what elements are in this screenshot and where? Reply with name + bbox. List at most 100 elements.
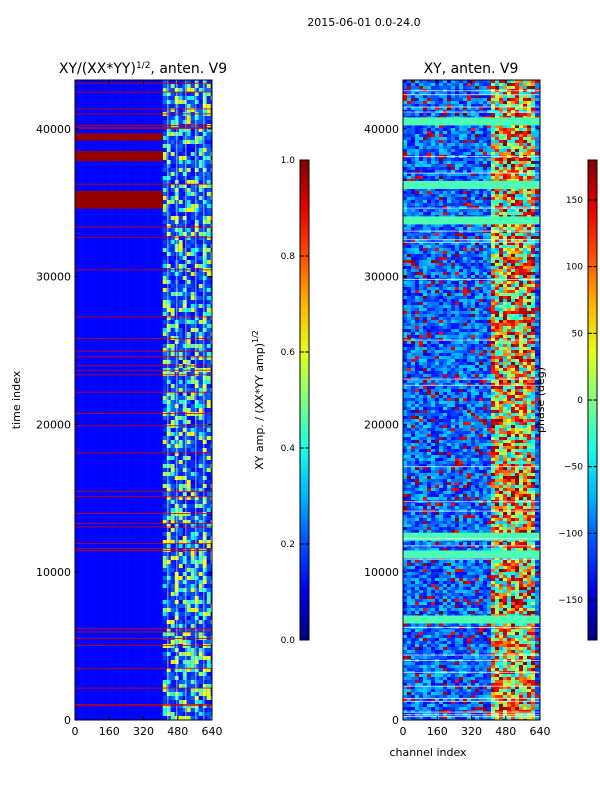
heatmap-cell (207, 680, 211, 684)
heatmap-cell (527, 293, 531, 296)
heatmap-cell (199, 220, 203, 224)
heatmap-cell (207, 608, 211, 612)
heatmap-cell (451, 113, 455, 116)
heatmap-cell (415, 281, 419, 284)
heatmap-cell (419, 134, 423, 137)
heatmap-cell (191, 144, 195, 148)
heatmap-cell (439, 245, 443, 248)
heatmap-cell (207, 660, 211, 664)
heatmap-cell (435, 146, 439, 149)
heatmap-cell (515, 200, 519, 203)
heatmap-cell (191, 676, 195, 680)
heatmap-cell (179, 436, 183, 440)
heatmap-cell (471, 254, 475, 257)
heatmap-cell (419, 287, 423, 290)
right-heatmap[interactable] (403, 80, 543, 722)
heatmap-cell (431, 227, 435, 230)
heatmap-cell (515, 266, 519, 269)
heatmap-cell (531, 260, 535, 263)
heatmap-cell (419, 248, 423, 251)
heatmap-cell (507, 164, 511, 167)
heatmap-cell (423, 128, 427, 131)
heatmap-cell (427, 311, 431, 314)
heatmap-cell (419, 113, 423, 116)
heatmap-cell (415, 311, 419, 314)
heatmap-texture-column (91, 80, 92, 720)
heatmap-cell (403, 170, 407, 173)
heatmap-cell (199, 716, 203, 720)
heatmap-cell (431, 269, 435, 272)
heatmap-cell (163, 576, 167, 580)
heatmap-cell (431, 290, 435, 293)
heatmap-cell (171, 404, 175, 408)
heatmap-cell (211, 580, 215, 584)
heatmap-cell (495, 146, 499, 149)
left-heatmap[interactable] (75, 80, 215, 720)
heatmap-cell (459, 272, 463, 275)
heatmap-texture-column (119, 80, 120, 720)
heatmap-cell (491, 200, 495, 203)
heatmap-cell (179, 300, 183, 304)
heatmap-cell (511, 134, 515, 137)
heatmap-cell (199, 104, 203, 108)
heatmap-cell (499, 194, 503, 197)
heatmap-cell (211, 104, 215, 108)
heatmap-cell (467, 311, 471, 314)
heatmap-cell (523, 260, 527, 263)
heatmap-cell (423, 257, 427, 260)
heatmap-cell (187, 120, 191, 124)
heatmap-cell (427, 95, 431, 98)
heatmap-cell (407, 224, 411, 227)
heatmap-cell (511, 170, 515, 173)
heatmap-cell (191, 464, 195, 468)
heatmap-cell (479, 149, 483, 152)
heatmap-cell (479, 161, 483, 164)
heatmap-cell (191, 304, 195, 308)
heatmap-cell (467, 245, 471, 248)
heatmap-cell (211, 136, 215, 140)
heatmap-cell (407, 233, 411, 236)
heatmap-cell (163, 208, 167, 212)
heatmap-cell (459, 248, 463, 251)
heatmap-cell (483, 83, 487, 86)
heatmap-cell (459, 305, 463, 308)
heatmap-cell (191, 484, 195, 488)
saturated-row (75, 365, 212, 366)
heatmap-texture-column (161, 80, 162, 720)
heatmap-cell (427, 143, 431, 146)
heatmap-cell (163, 552, 167, 556)
heatmap-cell (483, 197, 487, 200)
heatmap-cell (403, 164, 407, 167)
heatmap-cell (459, 191, 463, 194)
heatmap-cell (463, 266, 467, 269)
heatmap-cell (503, 152, 507, 155)
heatmap-cell (455, 251, 459, 254)
heatmap-texture-column (85, 80, 86, 720)
heatmap-cell (535, 302, 539, 305)
heatmap-cell (531, 287, 535, 290)
heatmap-cell (419, 194, 423, 197)
heatmap-cell (535, 281, 539, 284)
heatmap-cell (455, 287, 459, 290)
heatmap-cell (443, 152, 447, 155)
heatmap-cell (515, 284, 519, 287)
heatmap-cell (187, 684, 191, 688)
heatmap-cell (191, 196, 195, 200)
heatmap-cell (495, 161, 499, 164)
heatmap-texture-column (145, 80, 146, 720)
heatmap-cell (415, 275, 419, 278)
heatmap-cell (163, 180, 167, 184)
heatmap-cell (535, 158, 539, 161)
heatmap-cell (187, 644, 191, 648)
heatmap-cell (523, 314, 527, 317)
heatmap-cell (491, 149, 495, 152)
heatmap-cell (187, 588, 191, 592)
heatmap-cell (467, 314, 471, 317)
heatmap-cell (519, 164, 523, 167)
heatmap-cell (439, 98, 443, 101)
heatmap-cell (207, 164, 211, 168)
heatmap-cell (163, 224, 167, 228)
heatmap-cell (499, 167, 503, 170)
heatmap-cell (419, 260, 423, 263)
heatmap-cell (519, 287, 523, 290)
